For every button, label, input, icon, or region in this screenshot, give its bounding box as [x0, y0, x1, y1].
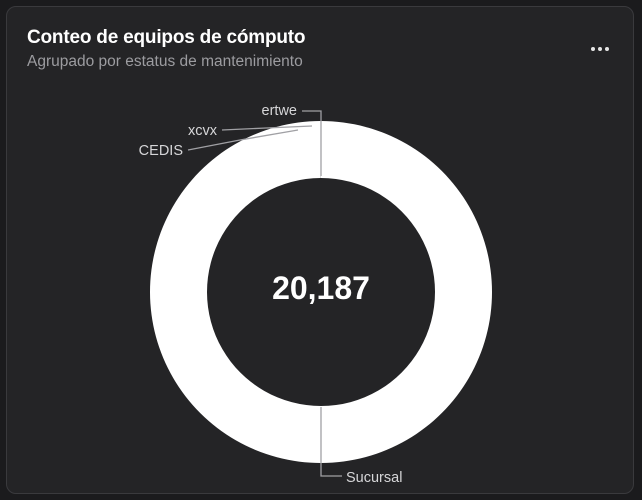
slice-label-cedis: CEDIS — [139, 143, 183, 159]
leader-line-xcvx — [221, 125, 313, 131]
card-title: Conteo de equipos de cómputo — [27, 27, 306, 48]
donut-slice-sucursal[interactable] — [150, 121, 493, 463]
slice-label-ertwe: ertwe — [262, 103, 297, 119]
slice-labels: Sucursal ertwe xcvx CEDIS — [139, 103, 403, 486]
slice-label-sucursal: Sucursal — [346, 470, 402, 486]
card-subtitle: Agrupado por estatus de mantenimiento — [27, 53, 303, 70]
center-total-value: 20,187 — [272, 270, 370, 306]
leader-line-cedis — [187, 129, 299, 151]
more-options-icon[interactable] — [587, 41, 613, 57]
leader-line-ertwe — [302, 110, 322, 176]
slice-label-xcvx: xcvx — [188, 123, 218, 139]
leader-lines — [187, 110, 342, 477]
leader-line-sucursal — [320, 407, 342, 477]
